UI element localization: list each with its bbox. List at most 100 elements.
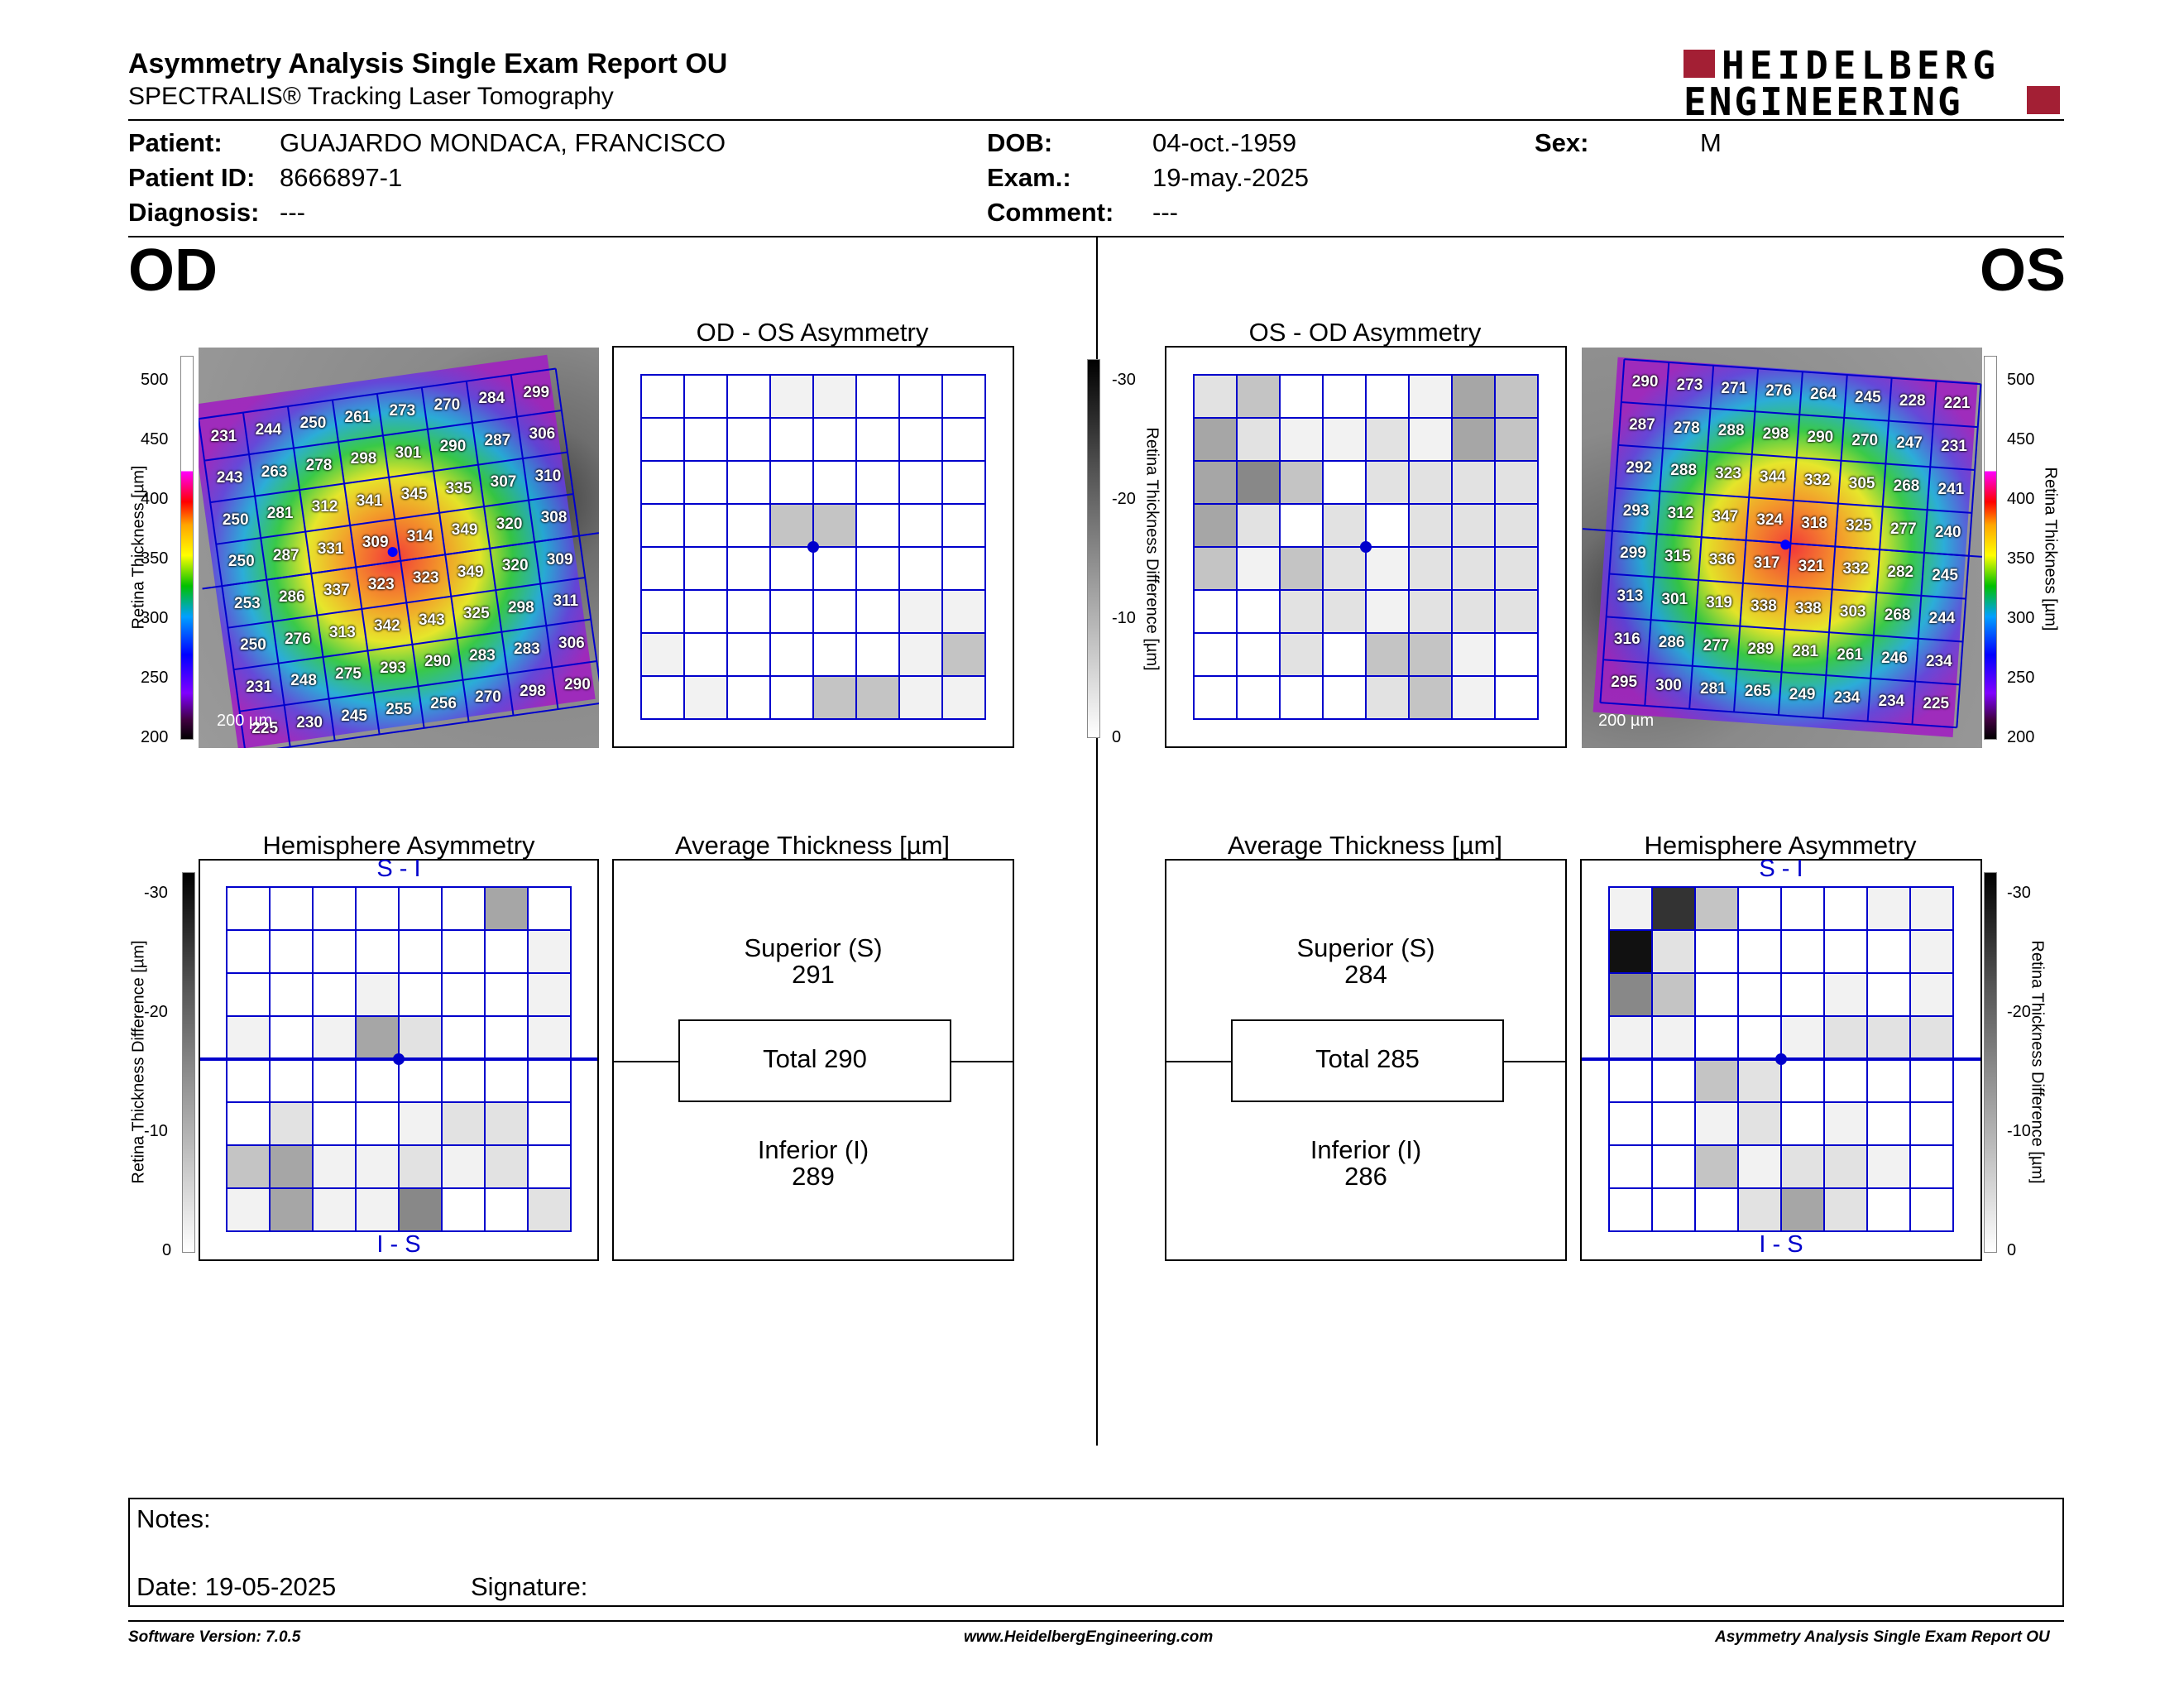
os-hemi-cell-5-1: [1651, 1101, 1696, 1146]
asym-diff-tick-30: -30: [1112, 371, 1136, 389]
os-thickness-value-6-3: 289: [1747, 640, 1774, 658]
os-thickness-value-6-1: 286: [1658, 633, 1685, 651]
od-asym-cell-4-0: [640, 546, 685, 591]
os-asym-cell-4-5: [1408, 546, 1453, 591]
od-hemi-cell-5-2: [312, 1101, 357, 1146]
od-thickness-value-5-0: 250: [240, 636, 266, 655]
od-thickness-value-4-6: 320: [501, 557, 529, 575]
od-hemi-cell-5-0: [226, 1101, 271, 1146]
os-hemi-cell-0-5: [1823, 886, 1868, 931]
notes-box[interactable]: Notes: Date: 19-05-2025 Signature:: [128, 1498, 2064, 1607]
od-thickness-value-5-2: 313: [329, 623, 356, 641]
sex-label: Sex:: [1535, 128, 1589, 157]
os-hemi-bottom-label: I - S: [1759, 1231, 1803, 1258]
diagnosis-label: Diagnosis:: [128, 198, 260, 227]
patient-id-value: 8666897-1: [280, 163, 403, 192]
os-asym-cell-5-7: [1494, 589, 1539, 634]
od-thickness-value-3-5: 349: [451, 521, 478, 539]
od-hemi-cell-1-0: [226, 929, 271, 974]
os-thickness-value-4-1: 315: [1664, 548, 1691, 566]
od-thickness-values: 231 244 250 261 273 270 284 299 243 263 278 298 301 2…: [199, 348, 599, 748]
os-hemi-cell-1-5: [1823, 929, 1868, 974]
website-link[interactable]: www.HeidelbergEngineering.com: [964, 1628, 1214, 1646]
od-thickness-value-0-6: 284: [478, 390, 505, 408]
os-asym-cell-6-7: [1494, 632, 1539, 677]
os-hemi-cell-0-3: [1737, 886, 1782, 931]
os-thickness-value-3-2: 347: [1712, 508, 1739, 526]
od-asym-cell-4-5: [855, 546, 900, 591]
diagnosis-value: ---: [280, 198, 305, 227]
os-asym-cell-0-2: [1279, 374, 1324, 419]
os-thickness-value-0-6: 228: [1899, 391, 1926, 410]
od-asym-cell-3-3: [769, 503, 814, 548]
os-thickness-value-0-2: 271: [1721, 379, 1748, 397]
os-hemi-cell-4-2: [1694, 1058, 1739, 1103]
od-asym-cell-0-1: [683, 374, 728, 419]
logo-line-2: ENGINEERING: [1684, 79, 1963, 124]
od-thickness-value-1-6: 287: [484, 431, 511, 449]
od-asym-title: OD - OS Asymmetry: [696, 318, 929, 347]
footer-report-name: Asymmetry Analysis Single Exam Report OU: [1715, 1628, 2050, 1646]
od-hemi-cell-7-6: [484, 1187, 529, 1232]
od-thickness-value-1-5: 290: [439, 438, 467, 456]
od-thickness-value-0-4: 273: [389, 402, 416, 420]
os-thickness-value-5-1: 301: [1661, 591, 1688, 609]
od-asym-cell-4-7: [941, 546, 986, 591]
os-asym-cell-3-0: [1193, 503, 1238, 548]
od-thickness-value-2-1: 281: [266, 505, 294, 523]
od-grid-lines: [199, 367, 599, 748]
od-hemi-cell-5-6: [484, 1101, 529, 1146]
asym-diff-tick-0: 0: [1112, 728, 1122, 746]
os-hemi-cell-5-6: [1866, 1101, 1911, 1146]
os-hemi-tick-30: -30: [2007, 884, 2031, 902]
os-thickness-value-5-7: 244: [1928, 609, 1956, 627]
od-thickness-value-3-7: 308: [540, 509, 568, 527]
od-thickness-value-6-1: 248: [290, 672, 317, 690]
os-asym-cell-5-6: [1451, 589, 1496, 634]
od-asym-cell-4-3: [769, 546, 814, 591]
os-asym-cell-4-1: [1236, 546, 1281, 591]
od-thickness-value-1-4: 301: [395, 444, 422, 462]
od-asym-svg: [640, 374, 986, 720]
os-avg-hline-left: [1166, 1061, 1231, 1062]
od-hemi-cell-7-5: [441, 1187, 486, 1232]
os-hemi-diff-colorbar: [1984, 872, 1997, 1253]
os-hemi-cell-3-5: [1823, 1015, 1868, 1060]
od-thickness-value-7-5: 270: [475, 688, 501, 707]
os-hemi-cell-6-3: [1737, 1144, 1782, 1189]
os-asym-cell-1-6: [1451, 417, 1496, 462]
od-thickness-hline: [199, 367, 556, 420]
os-asym-cell-7-2: [1279, 675, 1324, 720]
os-thickness-value-3-5: 325: [1846, 517, 1872, 535]
os-thick-tick-250: 250: [2007, 669, 2035, 687]
os-hemi-cell-4-6: [1866, 1058, 1911, 1103]
os-asym-cell-6-1: [1236, 632, 1281, 677]
od-hemi-cell-4-2: [312, 1058, 357, 1103]
report-title: Asymmetry Analysis Single Exam Report OU: [128, 48, 728, 79]
od-asym-panel: [612, 346, 1014, 748]
od-asym-cell-5-1: [683, 589, 728, 634]
od-asym-cell-5-5: [855, 589, 900, 634]
os-hemi-cell-7-7: [1909, 1187, 1954, 1232]
os-asym-cell-2-3: [1322, 460, 1367, 505]
os-thickness-value-2-2: 323: [1715, 465, 1741, 483]
od-thickness-value-7-1: 230: [296, 713, 323, 731]
od-asym-cell-6-3: [769, 632, 814, 677]
os-asym-cell-6-2: [1279, 632, 1324, 677]
os-thickness-value-3-3: 324: [1756, 511, 1784, 529]
od-hemi-axis-label: Retina Thickness Difference [µm]: [129, 940, 148, 1184]
os-thickness-value-6-6: 246: [1881, 649, 1908, 667]
od-thickness-hline: [233, 618, 592, 671]
os-asym-cell-7-7: [1494, 675, 1539, 720]
od-asym-cell-0-2: [726, 374, 771, 419]
os-hemi-cell-6-6: [1866, 1144, 1911, 1189]
os-thickness-value-2-6: 268: [1893, 477, 1920, 496]
od-thickness-value-2-4: 345: [400, 486, 428, 504]
od-asym-cell-0-7: [941, 374, 986, 419]
os-thick-tick-200: 200: [2007, 728, 2035, 746]
os-hemi-cell-4-3: [1737, 1058, 1782, 1103]
od-thickness-value-2-3: 341: [356, 492, 383, 510]
os-thickness-value-5-0: 313: [1616, 587, 1644, 606]
os-thickness-values: 290 273 271 276 264 245 228 221 287 278 288 298 290 2…: [1582, 348, 1982, 748]
od-hemi-cell-3-3: [355, 1015, 400, 1060]
